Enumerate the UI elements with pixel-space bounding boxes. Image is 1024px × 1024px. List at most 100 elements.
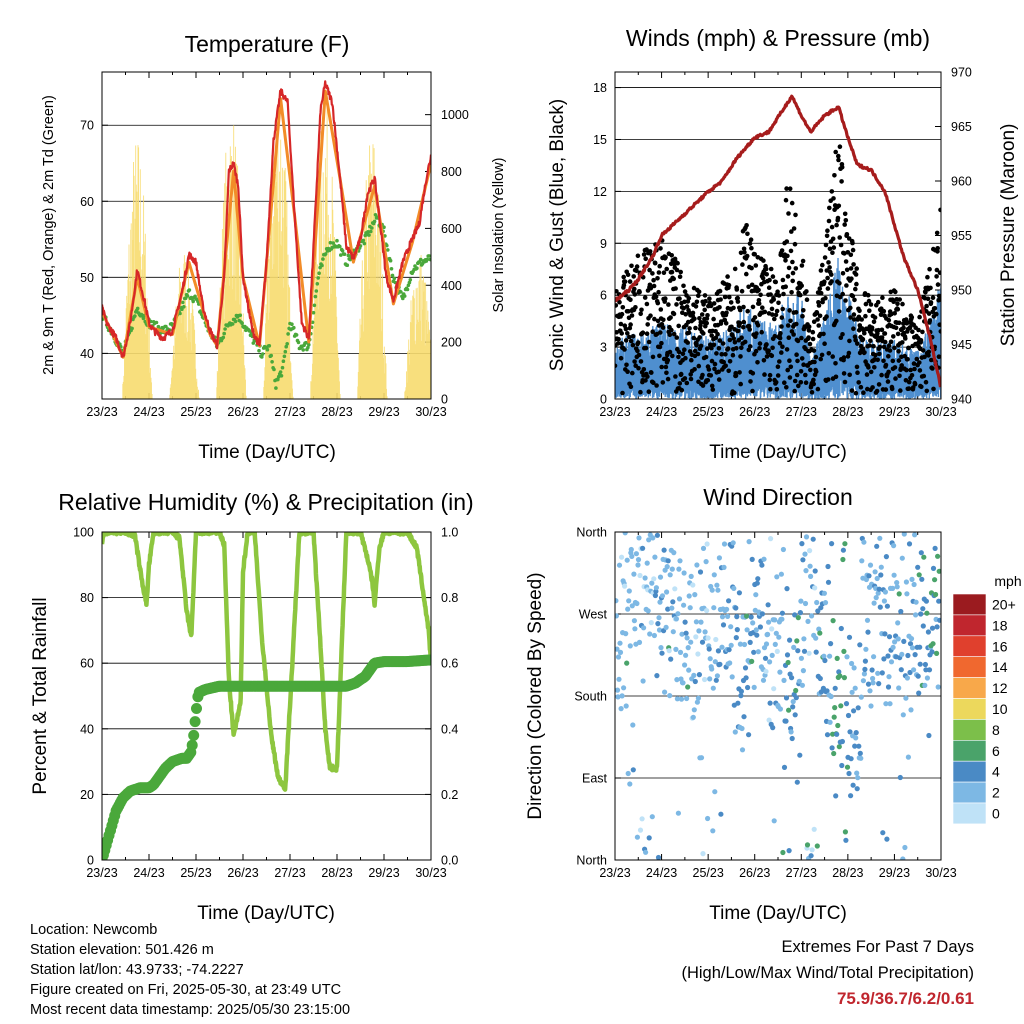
gust-point xyxy=(653,294,659,300)
gust-point xyxy=(732,340,738,345)
winds-ytick-label: 18 xyxy=(593,81,607,95)
wind-direction-point xyxy=(639,816,645,822)
gust-point xyxy=(760,275,766,281)
temp-9m-line xyxy=(102,89,431,359)
legend-swatch xyxy=(952,781,987,804)
wind-direction-point xyxy=(857,750,863,757)
wind-direction-point xyxy=(908,707,914,713)
gust-point xyxy=(877,351,882,357)
gust-point xyxy=(714,351,719,356)
gust-point xyxy=(764,272,769,277)
rh-y2tick-label: 0.8 xyxy=(441,591,458,605)
gust-point xyxy=(712,361,718,367)
dewpoint-point xyxy=(281,359,286,364)
wind-direction-point xyxy=(731,585,737,592)
gust-point xyxy=(815,386,821,392)
dewpoint-point xyxy=(390,273,395,278)
gust-point xyxy=(709,333,714,338)
wind-direction-point xyxy=(654,673,660,679)
gust-point xyxy=(811,377,816,383)
dewpoint-point xyxy=(311,310,316,315)
wind-direction-point xyxy=(748,614,754,620)
gust-point xyxy=(816,323,821,328)
gust-point xyxy=(741,319,747,325)
wind-direction-point xyxy=(871,600,877,606)
gust-point xyxy=(893,325,899,331)
gust-point xyxy=(657,263,662,269)
rh-ylabel-left: Percent & Total Rainfall xyxy=(30,597,51,794)
gust-point xyxy=(723,352,728,357)
gust-point xyxy=(803,380,809,386)
wind-direction-point xyxy=(615,613,619,619)
gust-point xyxy=(843,298,848,303)
wind-direction-point xyxy=(899,651,905,658)
gust-point xyxy=(770,312,775,317)
rh-y2tick-label: 0.6 xyxy=(441,657,458,671)
gust-point xyxy=(886,369,891,375)
extremes-subtitle: (High/Low/Max Wind/Total Precipitation) xyxy=(681,964,974,982)
gust-point xyxy=(916,327,921,333)
gust-point xyxy=(650,354,656,360)
gust-point xyxy=(785,323,791,328)
wind-direction-point xyxy=(924,610,930,616)
wind-direction-point xyxy=(657,599,663,605)
gust-point xyxy=(850,240,855,246)
gust-point xyxy=(709,383,715,389)
wind-direction-point xyxy=(690,714,696,720)
gust-point xyxy=(800,313,805,319)
wind-direction-point xyxy=(650,535,656,541)
wind-direction-point xyxy=(709,587,715,593)
gust-point xyxy=(638,359,644,364)
wind-direction-point xyxy=(798,598,804,604)
dir-xtick-label: 27/23 xyxy=(786,866,817,880)
gust-point xyxy=(787,308,792,313)
wind-direction-point xyxy=(616,562,623,568)
gust-point xyxy=(799,335,804,341)
wind-direction-point xyxy=(671,550,677,556)
wind-direction-point xyxy=(792,612,798,618)
wind-direction-point xyxy=(755,576,761,582)
wind-direction-point xyxy=(719,644,725,650)
gust-point xyxy=(625,369,630,375)
gust-point xyxy=(737,370,742,375)
wind-direction-point xyxy=(654,532,661,538)
dewpoint-point xyxy=(317,271,321,276)
gust-point xyxy=(788,248,794,254)
gust-point xyxy=(909,373,915,378)
gust-point xyxy=(757,341,763,346)
wind-direction-point xyxy=(882,589,889,595)
gust-point xyxy=(674,335,680,340)
gust-point xyxy=(903,336,908,341)
dir-xtick-label: 25/23 xyxy=(693,866,724,880)
wind-direction-point xyxy=(813,649,819,655)
wind-direction-point xyxy=(843,837,849,843)
wind-direction-point xyxy=(651,576,657,582)
wind-direction-point xyxy=(632,626,638,632)
wind-direction-point xyxy=(626,598,632,604)
legend-label: 18 xyxy=(992,617,1008,633)
dir-title: Wind Direction xyxy=(703,484,853,510)
latlon-text: Station lat/lon: 43.9733; -74.2227 xyxy=(30,962,244,978)
wind-direction-point xyxy=(836,744,842,750)
gust-point xyxy=(669,269,675,275)
dewpoint-point xyxy=(338,244,342,249)
gust-point xyxy=(854,281,859,287)
gust-point xyxy=(620,390,625,396)
gust-point xyxy=(912,381,918,387)
gust-point xyxy=(804,289,809,294)
wind-direction-point xyxy=(649,580,655,586)
gust-point xyxy=(635,340,641,345)
gust-point xyxy=(830,250,835,255)
gust-point xyxy=(804,297,810,303)
wind-direction-point xyxy=(844,764,851,770)
wind-direction-point xyxy=(779,616,785,622)
gust-point xyxy=(794,321,799,327)
gust-point xyxy=(686,330,692,336)
gust-point xyxy=(919,384,924,390)
wind-direction-point xyxy=(924,675,931,681)
gust-point xyxy=(824,314,829,319)
gust-point xyxy=(837,144,843,149)
wind-direction-point xyxy=(817,675,823,682)
wind-direction-point xyxy=(728,624,734,630)
legend-swatch xyxy=(952,656,987,678)
